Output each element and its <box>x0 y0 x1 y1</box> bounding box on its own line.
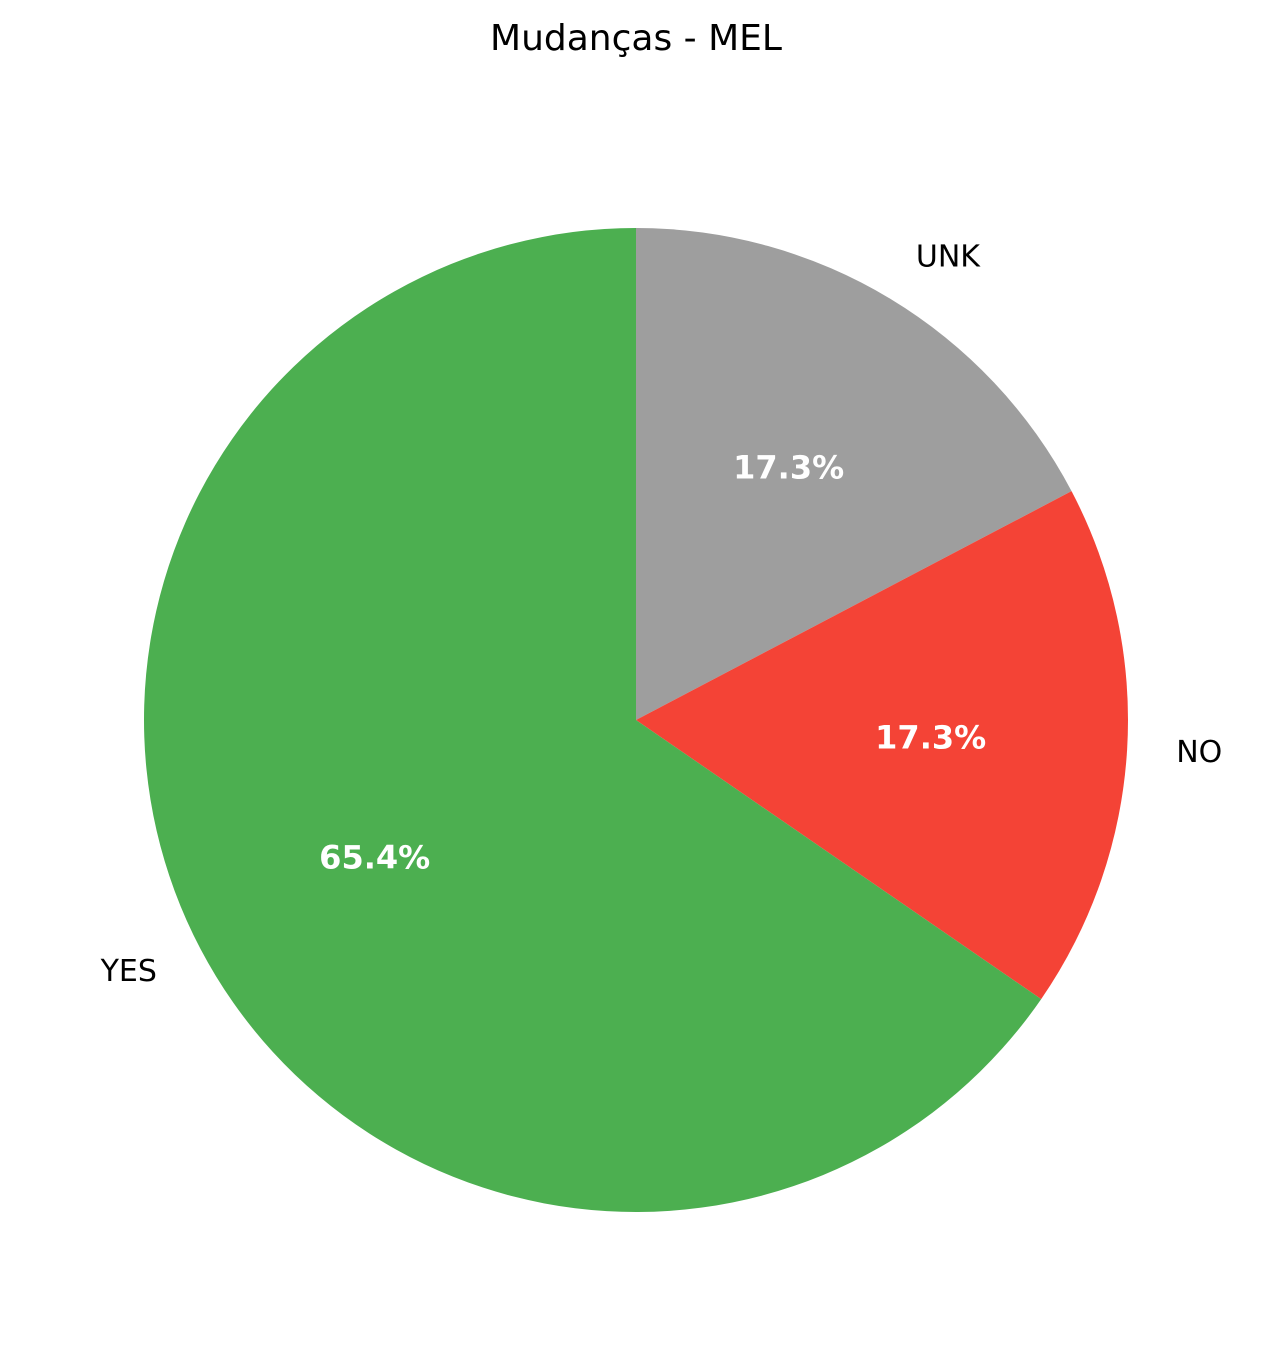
pie-slices <box>143 228 1128 1212</box>
slice-category-label-no: NO <box>1176 735 1222 770</box>
pie-slice-no <box>636 491 1128 1000</box>
chart-title: Mudanças - MEL <box>490 18 782 59</box>
slice-percent-label-yes: 65.4% <box>319 838 430 876</box>
pie-slice-yes <box>143 228 1042 1212</box>
slice-category-label-unk: UNK <box>916 239 981 274</box>
pie-slice-unk <box>636 228 1072 720</box>
slice-category-label-yes: YES <box>100 954 157 989</box>
slice-percent-label-no: 17.3% <box>875 719 986 757</box>
pie-labels: 17.3% UNK 17.3% NO 65.4% YES <box>100 239 1223 989</box>
slice-percent-label-unk: 17.3% <box>733 448 844 486</box>
